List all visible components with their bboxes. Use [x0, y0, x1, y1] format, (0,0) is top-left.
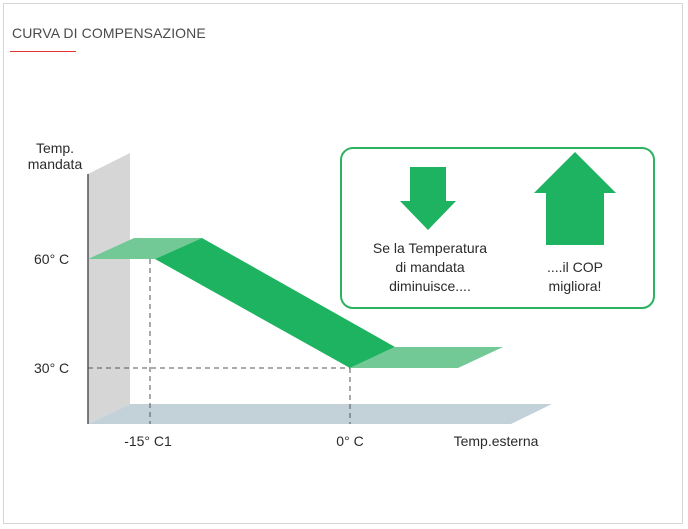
curve-plateau-low: [350, 347, 503, 368]
y-tick-30: 30° C: [34, 360, 69, 376]
info-down-text-3: diminuisce....: [389, 278, 471, 294]
page-title: CURVA DI COMPENSAZIONE: [12, 25, 206, 41]
arrow-down-icon: [400, 167, 456, 230]
info-down-text-2: di mandata: [395, 259, 464, 275]
y-axis-label: Temp.: [36, 140, 74, 156]
curve-slope: [155, 238, 395, 368]
axis-wall: [88, 153, 130, 424]
info-down-text-1: Se la Temperatura: [373, 240, 487, 256]
info-up-text-1: ....il COP: [547, 259, 603, 275]
curve-plateau-high: [88, 238, 202, 259]
y-axis-label-line2: mandata: [28, 156, 83, 172]
info-up-text-2: migliora!: [549, 278, 602, 294]
x-tick-minus15: -15° C1: [124, 433, 172, 449]
y-tick-60: 60° C: [34, 251, 69, 267]
x-axis-label: Temp.esterna: [454, 433, 539, 449]
axis-floor: [88, 404, 552, 424]
x-tick-0: 0° C: [336, 433, 363, 449]
info-box: [340, 147, 655, 309]
arrow-up-icon: [534, 152, 616, 245]
title-underline: [10, 51, 76, 52]
